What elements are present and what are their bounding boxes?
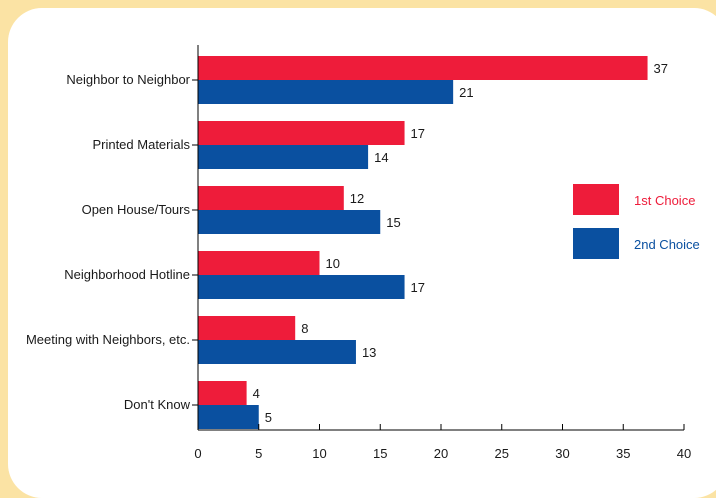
value-label-open-house-tours-2nd-choice: 15 bbox=[386, 215, 400, 230]
value-label-meeting-with-neighbors-etc-1st-choice: 8 bbox=[301, 321, 308, 336]
x-tick-label: 10 bbox=[312, 446, 326, 461]
category-labels-group: Neighbor to Neighbor Printed Materials Ope… bbox=[26, 72, 191, 412]
bar-neighbor-to-neighbor-2nd-choice bbox=[198, 80, 454, 104]
x-tick-label: 25 bbox=[495, 446, 509, 461]
x-tick-label: 35 bbox=[616, 446, 630, 461]
bar-meeting-with-neighbors-etc-2nd-choice bbox=[198, 340, 356, 364]
value-label-neighbor-to-neighbor-2nd-choice: 21 bbox=[459, 85, 473, 100]
value-label-don-t-know-1st-choice: 4 bbox=[253, 386, 260, 401]
bar-neighborhood-hotline-1st-choice bbox=[198, 251, 320, 275]
value-label-don-t-know-2nd-choice: 5 bbox=[265, 410, 272, 425]
bar-open-house-tours-2nd-choice bbox=[198, 210, 381, 234]
bar-meeting-with-neighbors-etc-1st-choice bbox=[198, 316, 296, 340]
value-label-meeting-with-neighbors-etc-2nd-choice: 13 bbox=[362, 345, 376, 360]
x-tick-label: 30 bbox=[555, 446, 569, 461]
value-label-printed-materials-2nd-choice: 14 bbox=[374, 150, 388, 165]
bars-group bbox=[198, 56, 648, 429]
category-label-open-house-tours: Open House/Tours bbox=[82, 202, 191, 217]
category-label-printed-materials: Printed Materials bbox=[92, 137, 190, 152]
legend-swatch-1st-choice bbox=[573, 184, 619, 215]
bar-don-t-know-2nd-choice bbox=[198, 405, 259, 429]
bar-printed-materials-2nd-choice bbox=[198, 145, 369, 169]
bar-don-t-know-1st-choice bbox=[198, 381, 247, 405]
value-label-neighborhood-hotline-1st-choice: 10 bbox=[326, 256, 340, 271]
x-tick-label: 40 bbox=[677, 446, 691, 461]
legend-label-2nd-choice: 2nd Choice bbox=[634, 237, 700, 252]
value-label-neighbor-to-neighbor-1st-choice: 37 bbox=[654, 61, 668, 76]
x-tick-label: 0 bbox=[194, 446, 201, 461]
legend: 1st Choice 2nd Choice bbox=[573, 184, 700, 259]
category-label-don-t-know: Don't Know bbox=[124, 397, 191, 412]
value-label-open-house-tours-1st-choice: 12 bbox=[350, 191, 364, 206]
legend-label-1st-choice: 1st Choice bbox=[634, 193, 695, 208]
x-tick-label: 5 bbox=[255, 446, 262, 461]
category-label-neighbor-to-neighbor: Neighbor to Neighbor bbox=[66, 72, 190, 87]
value-label-neighborhood-hotline-2nd-choice: 17 bbox=[411, 280, 425, 295]
category-label-meeting-with-neighbors-etc: Meeting with Neighbors, etc. bbox=[26, 332, 190, 347]
bar-open-house-tours-1st-choice bbox=[198, 186, 344, 210]
bar-neighbor-to-neighbor-1st-choice bbox=[198, 56, 648, 80]
x-tick-label: 20 bbox=[434, 446, 448, 461]
bar-printed-materials-1st-choice bbox=[198, 121, 405, 145]
x-tick-label: 15 bbox=[373, 446, 387, 461]
value-label-printed-materials-1st-choice: 17 bbox=[411, 126, 425, 141]
value-labels-group: 37 21 17 14 12 15 10 17 8 13 45 bbox=[253, 61, 668, 425]
axes-group: 0 5 10 15 20 25 30 35 40 bbox=[192, 45, 691, 461]
legend-swatch-2nd-choice bbox=[573, 228, 619, 259]
category-label-neighborhood-hotline: Neighborhood Hotline bbox=[64, 267, 190, 282]
bar-neighborhood-hotline-2nd-choice bbox=[198, 275, 405, 299]
